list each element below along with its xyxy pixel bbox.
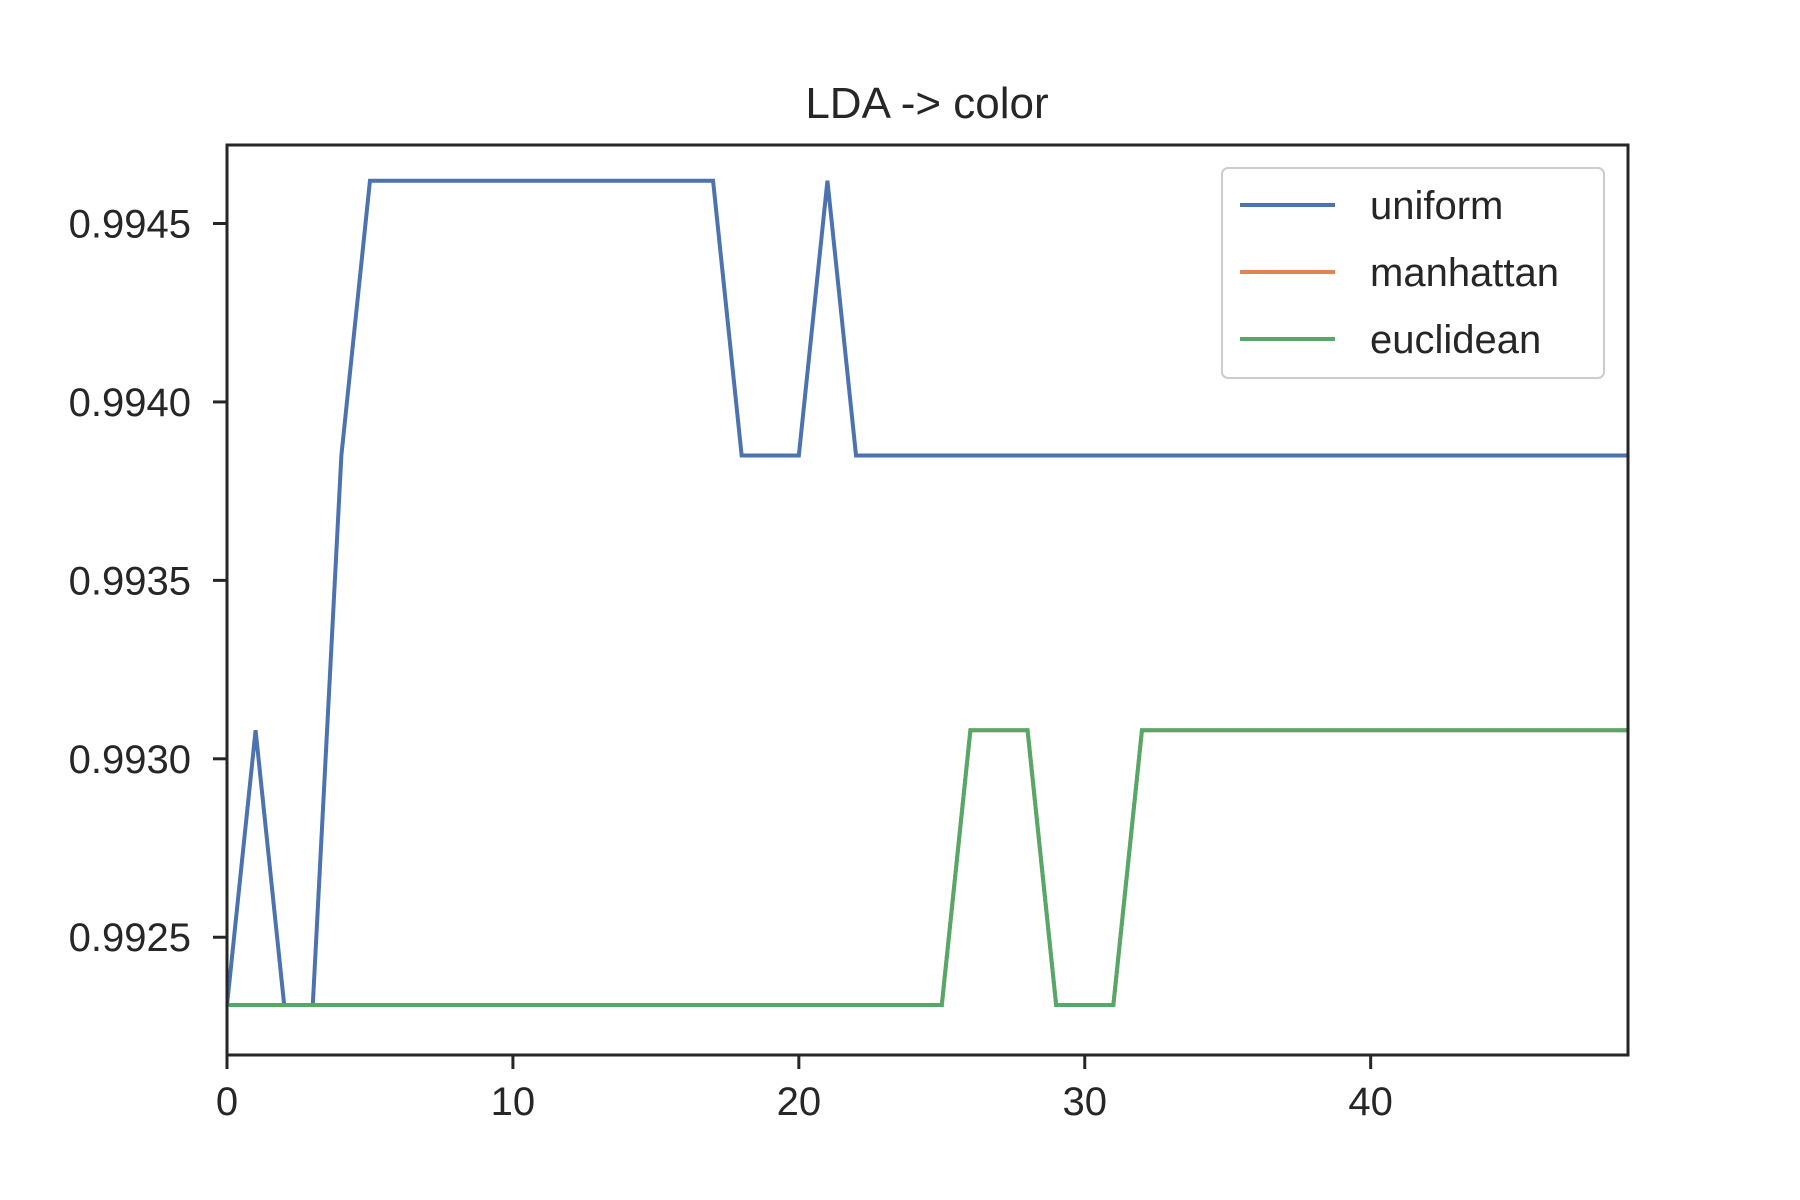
y-tick-label: 0.9935 — [69, 559, 191, 603]
chart-title: LDA -> color — [805, 79, 1048, 128]
plot-frame — [225, 143, 1630, 1057]
x-tick-label: 30 — [1063, 1080, 1108, 1124]
series-line-manhattan — [227, 728, 1628, 1008]
y-tick-label: 0.9930 — [69, 738, 191, 782]
x-tick-label: 10 — [491, 1080, 536, 1124]
legend-box — [1221, 167, 1605, 379]
x-tick-label: 20 — [777, 1080, 822, 1124]
series-line-uniform — [227, 178, 1628, 1008]
y-tick-label: 0.9925 — [69, 916, 191, 960]
series-line-euclidean — [227, 728, 1628, 1008]
legend-label-manhattan: manhattan — [1370, 251, 1559, 295]
y-tick-label: 0.9945 — [69, 203, 191, 247]
x-tick-label: 40 — [1348, 1080, 1393, 1124]
series-lines — [227, 178, 1628, 1008]
x-tick-label: 0 — [216, 1080, 238, 1124]
y-tick-label: 0.9940 — [69, 381, 191, 425]
legend-label-uniform: uniform — [1370, 184, 1503, 228]
legend-label-euclidean: euclidean — [1370, 318, 1541, 362]
